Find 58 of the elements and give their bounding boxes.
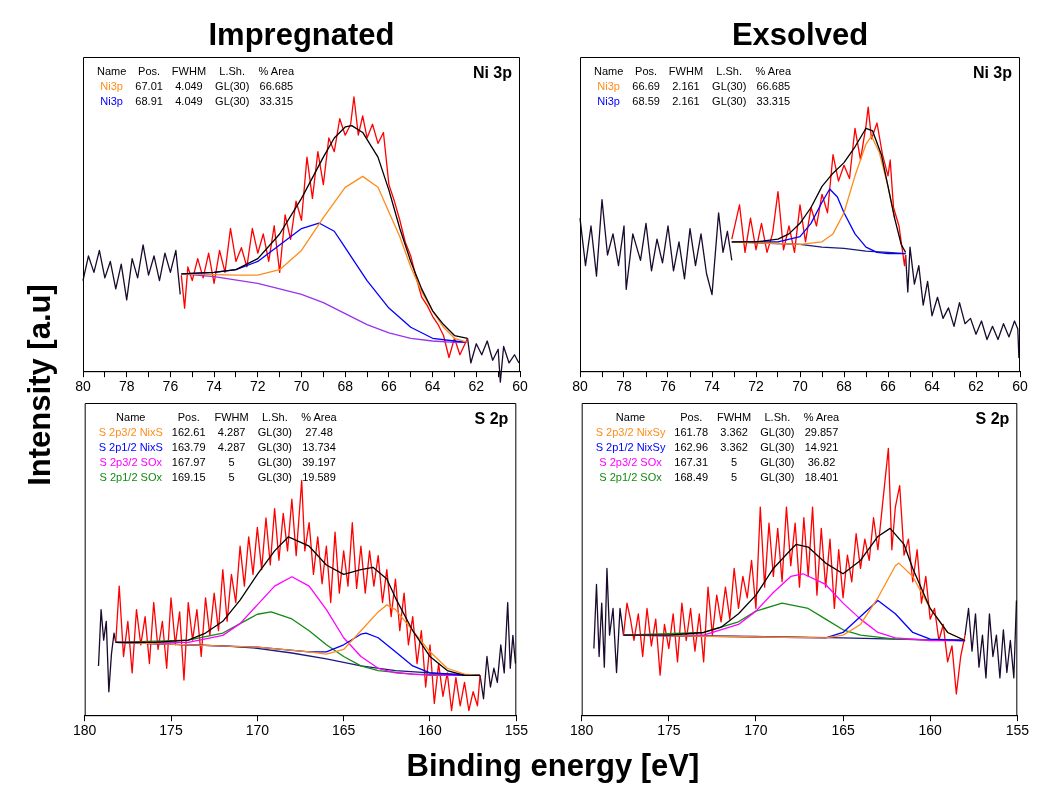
text: S 2p1/2 SOx 168.49 5 GL(30) 18.401 <box>599 471 839 484</box>
x-tick-label: 165 <box>831 722 855 739</box>
chart-title: Exsolved <box>730 17 870 53</box>
x-tick-label: 66 <box>381 378 397 395</box>
x-tick-label: 80 <box>75 378 91 395</box>
text: Name Pos. FWHM L.Sh. % Area <box>97 65 295 78</box>
x-tick-label: 72 <box>250 378 266 395</box>
text: S 2p3/2 NixSy 161.78 3.362 GL(30) 29.857 <box>595 426 839 439</box>
text: Name Pos. FWHM L.Sh. % Area <box>594 65 792 78</box>
x-tick-label: 74 <box>206 378 223 395</box>
x-tick-label: 78 <box>616 378 632 395</box>
x-tick-label: 160 <box>418 722 442 739</box>
x-tick-label: 155 <box>504 722 529 739</box>
text: Name Pos. FWHM L.Sh. % Area <box>615 411 840 424</box>
y-axis-title: Intensity [a.u] <box>21 284 58 486</box>
x-tick-label: 78 <box>118 378 135 395</box>
x-tick-label: 74 <box>704 378 720 395</box>
x-tick-label: 165 <box>331 722 356 739</box>
x-tick-label: 155 <box>1005 722 1030 739</box>
x-tick-label: 170 <box>744 722 768 739</box>
text: S 2p1/2 SOx 169.15 5 GL(30) 19.589 <box>99 471 336 484</box>
chart-title: Impregnated <box>207 17 396 53</box>
text: Ni3p 67.01 4.049 GL(30) 66.685 <box>100 80 294 93</box>
x-tick-label: 60 <box>512 378 528 395</box>
text: S 2p3/2 SOx 167.31 5 GL(30) 36.82 <box>599 456 836 469</box>
text: S 2p1/2 NixS 163.79 4.287 GL(30) 13.734 <box>98 441 336 454</box>
x-tick-label: 170 <box>245 722 270 739</box>
x-tick-label: 64 <box>924 378 940 395</box>
text: S 2p3/2 SOx 167.97 5 GL(30) 39.197 <box>99 456 336 469</box>
x-tick-label: 175 <box>657 722 681 739</box>
annotation: S 2p1/2 NixSy 162.96 3.362 GL(30) 14.921 <box>595 441 839 454</box>
x-tick-label: 80 <box>572 378 588 395</box>
x-tick-label: 160 <box>918 722 943 739</box>
text: Ni3p 66.69 2.161 GL(30) 66.685 <box>597 80 791 93</box>
x-tick-label: 180 <box>73 722 97 739</box>
text: Ni3p 68.59 2.161 GL(30) 33.315 <box>597 95 791 108</box>
x-tick-label: 175 <box>159 722 183 739</box>
x-tick-label: 64 <box>424 378 441 395</box>
text: Name Pos. FWHM L.Sh. % Area <box>116 411 337 424</box>
x-tick-label: 76 <box>660 378 676 395</box>
x-tick-label: 70 <box>792 378 808 395</box>
chart-subtitle: S 2p <box>474 410 509 428</box>
chart-subtitle: Ni 3p <box>972 64 1013 82</box>
x-tick-label: 66 <box>880 378 896 395</box>
text: S 2p3/2 NixS 162.61 4.287 GL(30) 27.48 <box>98 426 333 439</box>
x-axis-title: Binding energy [eV] <box>406 748 700 784</box>
chart-subtitle: Ni 3p <box>472 64 513 82</box>
x-tick-label: 62 <box>468 378 485 395</box>
x-tick-label: 70 <box>293 378 310 395</box>
x-tick-label: 60 <box>1012 378 1028 395</box>
x-tick-label: 68 <box>836 378 852 395</box>
x-tick-label: 180 <box>570 722 594 739</box>
annotation: Ni3p 68.91 4.049 GL(30) 33.315 <box>100 95 294 108</box>
chart-subtitle: S 2p <box>975 410 1010 428</box>
x-tick-label: 62 <box>968 378 984 395</box>
x-tick-label: 68 <box>337 378 354 395</box>
x-tick-label: 72 <box>748 378 764 395</box>
x-tick-label: 76 <box>162 378 179 395</box>
